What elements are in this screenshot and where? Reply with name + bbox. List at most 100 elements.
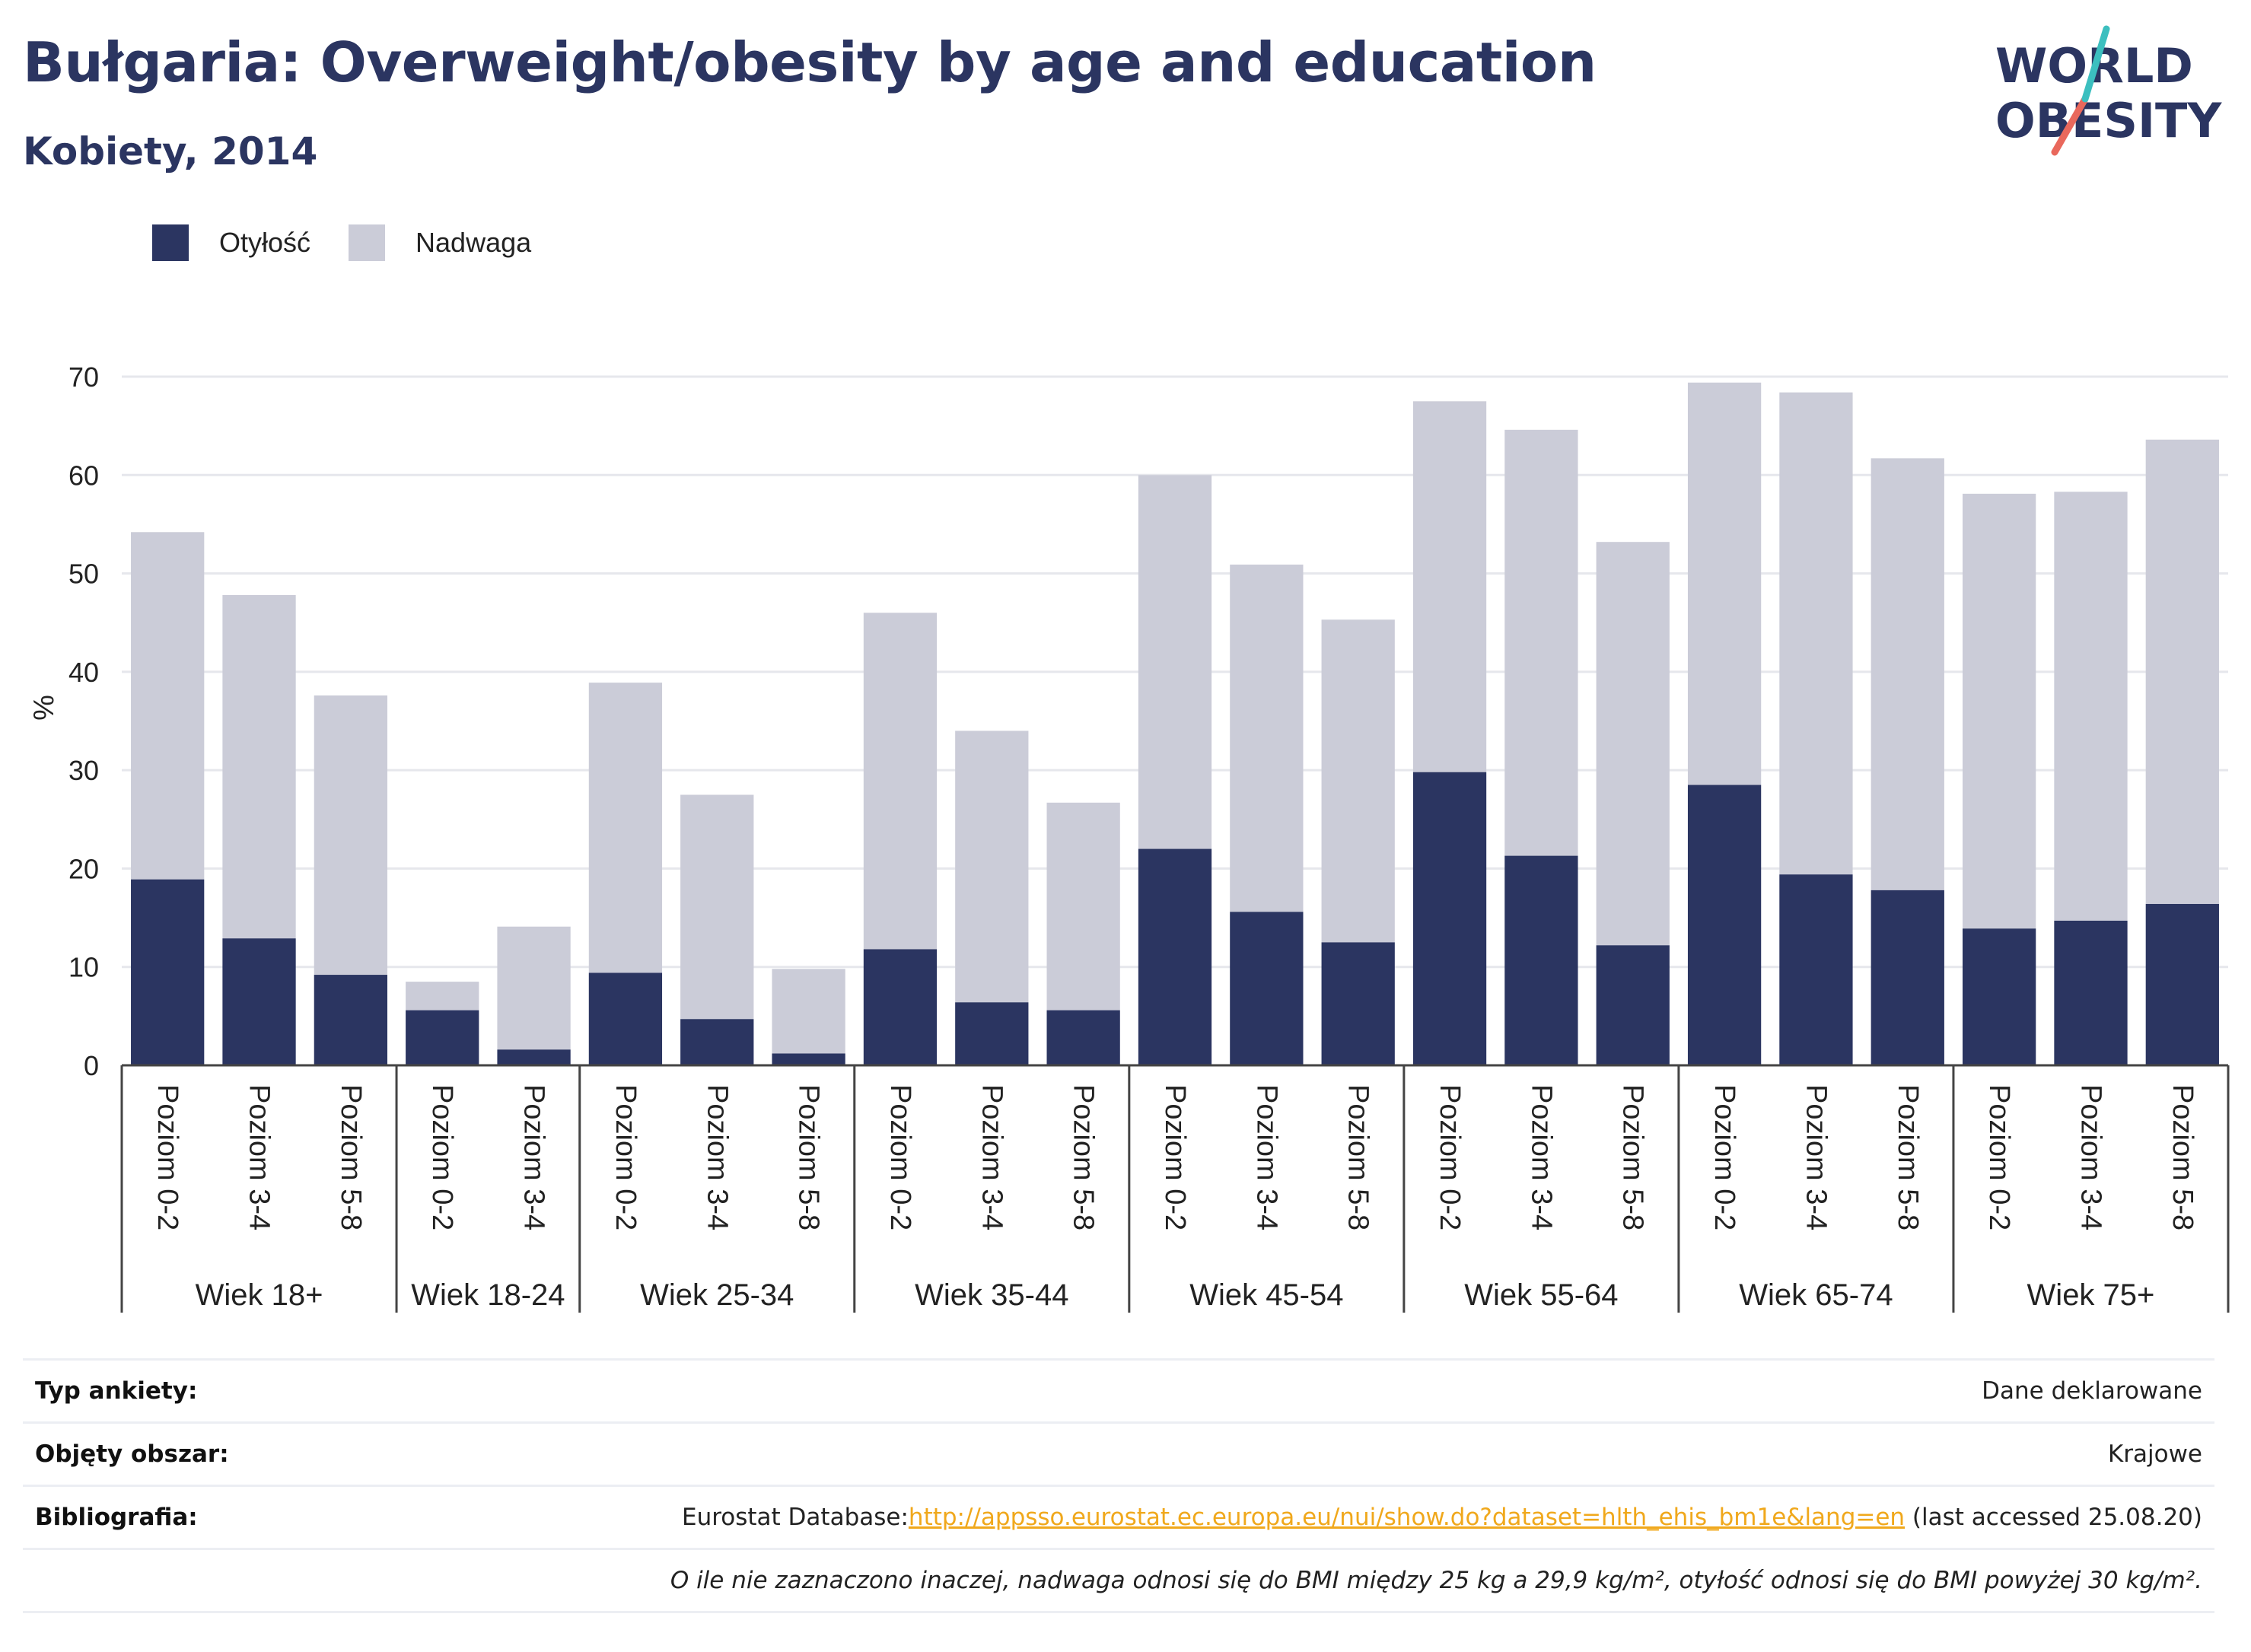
info-row-area: Objęty obszar: Krajowe [23, 1421, 2214, 1485]
bar-overweight [1138, 475, 1212, 849]
x-tick-label: Poziom 5-8 [1342, 1084, 1374, 1230]
x-tick-label: Poziom 3-4 [518, 1084, 550, 1230]
bar-overweight [1321, 619, 1395, 943]
y-tick-label: 30 [68, 755, 99, 786]
bar-obesity [1962, 928, 2036, 1065]
group-label: Wiek 55-64 [1464, 1278, 1618, 1312]
legend-label-obesity: Otyłość [219, 227, 311, 258]
y-tick-label: 0 [84, 1050, 99, 1081]
bar-obesity [1779, 874, 1853, 1065]
logo-slash-teal [2081, 25, 2110, 103]
bibliography-suffix: (last accessed 25.08.20) [1905, 1504, 2202, 1531]
group-label: Wiek 75+ [2027, 1278, 2155, 1312]
bar-obesity [1138, 848, 1212, 1065]
bar-obesity [222, 938, 296, 1065]
bar-obesity [1412, 772, 1487, 1065]
area-label: Objęty obszar: [35, 1440, 229, 1468]
bar-obesity [1504, 855, 1578, 1065]
world-obesity-logo: WORLD OBESITY [1995, 25, 2222, 156]
survey-type-value: Dane deklarowane [1982, 1377, 2202, 1405]
bar-overweight [1596, 542, 1670, 946]
bar-obesity [2145, 903, 2219, 1065]
bar-overweight [1046, 802, 1120, 1011]
bar-obesity [497, 1049, 571, 1065]
bar-overweight [1779, 392, 1853, 875]
info-row-survey: Typ ankiety: Dane deklarowane [23, 1358, 2214, 1421]
bar-obesity [131, 879, 205, 1065]
y-tick-label: 40 [68, 657, 99, 688]
bar-overweight [1504, 429, 1578, 856]
y-tick-label: 10 [68, 952, 99, 983]
chart-subtitle: Kobiety, 2014 [23, 129, 318, 173]
bar-obesity [772, 1053, 845, 1065]
group-label: Wiek 35-44 [915, 1278, 1068, 1312]
logo-slash-coral [2051, 95, 2089, 156]
x-tick-label: Poziom 5-8 [793, 1084, 825, 1230]
x-tick-label: Poziom 5-8 [2167, 1084, 2198, 1230]
logo-line2: OBESITY [1995, 93, 2222, 148]
y-tick-label: 70 [68, 361, 99, 393]
bar-overweight [314, 695, 388, 976]
bibliography-prefix: Eurostat Database: [681, 1504, 909, 1531]
bar-obesity [1871, 890, 1944, 1065]
group-label: Wiek 18+ [196, 1278, 323, 1312]
x-tick-label: Poziom 3-4 [244, 1084, 275, 1230]
area-value: Krajowe [2107, 1440, 2202, 1468]
group-label: Wiek 25-34 [640, 1278, 794, 1312]
bar-overweight [497, 926, 571, 1050]
legend-swatch-obesity [152, 224, 189, 261]
bar-obesity [1230, 912, 1304, 1065]
group-label: Wiek 45-54 [1189, 1278, 1343, 1312]
group-label: Wiek 65-74 [1739, 1278, 1893, 1312]
bar-obesity [955, 1002, 1029, 1065]
x-tick-label: Poziom 5-8 [1617, 1084, 1649, 1230]
x-tick-label: Poziom 0-2 [1708, 1084, 1740, 1230]
bar-obesity [1046, 1010, 1120, 1065]
bar-obesity [406, 1010, 479, 1065]
bmi-note: O ile nie zaznaczono inaczej, nadwaga od… [670, 1567, 2202, 1594]
bar-overweight [1230, 564, 1304, 912]
bar-overweight [955, 731, 1029, 1003]
x-tick-label: Poziom 3-4 [976, 1084, 1008, 1230]
stacked-bar-chart: 0 10 20 30 40 50 60 70% Poziom 0-2 Poziom 3-4 Pozi… [28, 361, 2230, 1313]
x-tick-label: Poziom 0-2 [426, 1084, 458, 1230]
legend-label-overweight: Nadwaga [415, 227, 532, 258]
bar-overweight [222, 595, 296, 939]
info-row-note: O ile nie zaznaczono inaczej, nadwaga od… [23, 1548, 2214, 1613]
bar-overweight [2145, 439, 2219, 904]
x-tick-label: Poziom 0-2 [151, 1084, 183, 1230]
bar-obesity [1321, 942, 1395, 1065]
x-tick-label: Poziom 5-8 [1892, 1084, 1924, 1230]
x-tick-label: Poziom 0-2 [610, 1084, 642, 1230]
x-tick-label: Poziom 3-4 [1800, 1084, 1832, 1230]
x-tick-label: Poziom 0-2 [884, 1084, 916, 1230]
bar-overweight [131, 532, 205, 880]
info-row-bibliography: Bibliografia: Eurostat Database:http://a… [23, 1485, 2214, 1548]
legend-item-overweight[interactable]: Nadwaga [349, 224, 531, 261]
bar-overweight [406, 982, 479, 1011]
y-axis-label: % [28, 695, 60, 721]
group-label: Wiek 18-24 [411, 1278, 565, 1312]
y-tick-label: 50 [68, 559, 99, 590]
legend-swatch-overweight [349, 224, 386, 261]
legend-item-obesity[interactable]: Otyłość [152, 224, 310, 261]
survey-type-label: Typ ankiety: [35, 1377, 198, 1405]
chart-title: Bułgaria: Overweight/obesity by age and … [23, 30, 1597, 94]
bibliography-label: Bibliografia: [35, 1504, 198, 1531]
x-tick-label: Poziom 5-8 [335, 1084, 367, 1230]
bar-obesity [1596, 945, 1670, 1065]
bar-obesity [1687, 785, 1762, 1065]
y-tick-label: 60 [68, 460, 99, 491]
bibliography-link[interactable]: http://appsso.eurostat.ec.europa.eu/nui/… [908, 1504, 1906, 1531]
info-table: Typ ankiety: Dane deklarowane Objęty obs… [23, 1358, 2214, 1613]
legend: Otyłość Nadwaga [152, 224, 569, 261]
bar-obesity [314, 975, 388, 1065]
x-tick-label: Poziom 0-2 [1434, 1084, 1466, 1230]
bar-overweight [680, 794, 754, 1020]
bar-overweight [772, 969, 845, 1054]
bar-obesity [588, 972, 663, 1065]
x-tick-label: Poziom 3-4 [1250, 1084, 1282, 1230]
bar-overweight [2054, 492, 2128, 921]
bar-overweight [863, 613, 938, 950]
bar-overweight [1871, 458, 1944, 890]
